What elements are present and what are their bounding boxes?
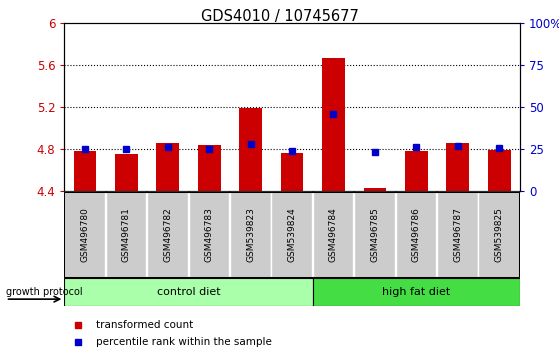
Text: control diet: control diet xyxy=(157,287,220,297)
Bar xyxy=(322,58,345,191)
Text: percentile rank within the sample: percentile rank within the sample xyxy=(96,337,272,347)
Bar xyxy=(239,108,262,191)
Text: GDS4010 / 10745677: GDS4010 / 10745677 xyxy=(201,9,358,24)
FancyBboxPatch shape xyxy=(147,192,188,277)
FancyBboxPatch shape xyxy=(354,192,395,277)
FancyBboxPatch shape xyxy=(64,278,313,306)
Text: growth protocol: growth protocol xyxy=(6,287,82,297)
Text: GSM496782: GSM496782 xyxy=(163,207,172,262)
Bar xyxy=(198,145,221,191)
FancyBboxPatch shape xyxy=(437,192,477,277)
Bar xyxy=(446,143,469,191)
Text: GSM539825: GSM539825 xyxy=(495,207,504,262)
Bar xyxy=(488,150,510,191)
Text: transformed count: transformed count xyxy=(96,320,193,330)
Text: GSM496781: GSM496781 xyxy=(122,207,131,262)
Text: GSM539824: GSM539824 xyxy=(287,207,297,262)
FancyBboxPatch shape xyxy=(271,192,312,277)
Text: GSM496785: GSM496785 xyxy=(371,207,380,262)
Bar xyxy=(363,188,386,191)
Text: GSM496783: GSM496783 xyxy=(205,207,214,262)
Bar xyxy=(157,143,179,191)
FancyBboxPatch shape xyxy=(230,192,271,277)
FancyBboxPatch shape xyxy=(106,192,146,277)
Text: GSM496784: GSM496784 xyxy=(329,207,338,262)
FancyBboxPatch shape xyxy=(313,278,520,306)
Text: GSM496786: GSM496786 xyxy=(412,207,421,262)
Bar xyxy=(115,154,138,191)
Text: GSM539823: GSM539823 xyxy=(246,207,255,262)
Bar xyxy=(405,151,428,191)
FancyBboxPatch shape xyxy=(396,192,436,277)
FancyBboxPatch shape xyxy=(188,192,229,277)
FancyBboxPatch shape xyxy=(479,192,519,277)
FancyBboxPatch shape xyxy=(64,192,105,277)
Bar xyxy=(281,153,304,191)
Text: GSM496780: GSM496780 xyxy=(80,207,89,262)
Bar xyxy=(74,151,96,191)
Text: high fat diet: high fat diet xyxy=(382,287,451,297)
Text: GSM496787: GSM496787 xyxy=(453,207,462,262)
FancyBboxPatch shape xyxy=(313,192,353,277)
